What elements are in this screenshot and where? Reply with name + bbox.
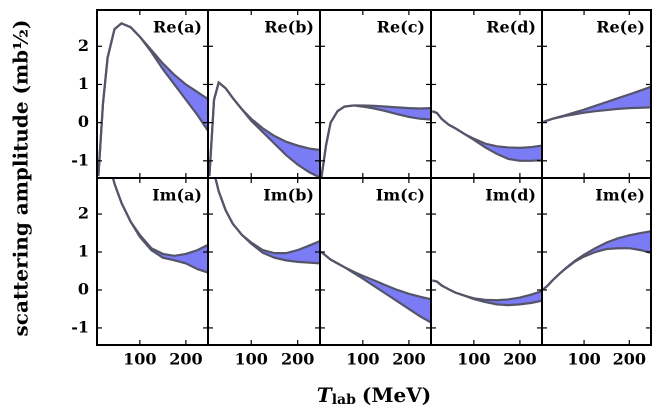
panel-label: Im(c) (376, 186, 425, 205)
panel (542, 230, 651, 291)
y-tick-label: 2 (78, 204, 89, 223)
y-tick-label: 1 (78, 242, 89, 261)
panel-label: Re(e) (596, 18, 645, 37)
y-tick-label: 0 (78, 112, 89, 131)
x-tick-label: 100 (567, 350, 600, 369)
x-tick-label: 100 (235, 350, 268, 369)
panel-label: Re(c) (377, 18, 425, 37)
x-axis-unit: (MeV) (362, 383, 431, 407)
band-upper-line (431, 110, 542, 149)
x-axis-label: Tlab (MeV) (317, 383, 431, 409)
y-axis-label: scattering amplitude (mb½) (9, 20, 33, 337)
x-tick-label: 200 (613, 350, 646, 369)
panel-label: Im(a) (152, 186, 202, 205)
x-tick-label: 200 (503, 350, 536, 369)
panel (432, 279, 542, 307)
y-tick-label: 2 (78, 36, 89, 55)
band-lower-line (320, 251, 431, 324)
y-tick-label: -1 (71, 317, 89, 336)
band-lower-line (214, 178, 320, 265)
panel (320, 104, 431, 178)
panel-label: Im(d) (485, 186, 536, 205)
x-tick-label: 200 (281, 350, 314, 369)
band-fill (98, 23, 208, 177)
panel (208, 80, 320, 178)
panel-label: Im(e) (595, 186, 645, 205)
y-tick-label: -1 (71, 150, 89, 169)
band-lower-line (111, 178, 208, 274)
band-lower-line (432, 279, 542, 307)
panel (320, 251, 431, 324)
panel-label: Re(b) (264, 18, 314, 37)
band-fill (432, 111, 542, 161)
x-tick-label: 100 (123, 350, 156, 369)
x-tick-label: 200 (169, 350, 202, 369)
panel-label: Re(d) (486, 18, 536, 37)
panel (543, 85, 651, 123)
x-tick-label: 200 (392, 350, 425, 369)
panel-label: Re(a) (153, 18, 202, 37)
y-tick-label: 1 (78, 74, 89, 93)
band-lower-line (542, 247, 651, 291)
band-lower-line (543, 106, 651, 123)
x-axis-subscript: lab (332, 392, 356, 408)
band-fill (321, 105, 431, 178)
band-lower-line (320, 104, 431, 178)
band-lower-line (431, 110, 542, 162)
panel (431, 110, 542, 162)
band-fill (543, 231, 651, 290)
panel (97, 22, 208, 177)
panel (111, 178, 208, 274)
x-tick-label: 100 (346, 350, 379, 369)
band-upper-line (320, 251, 431, 301)
x-tick-label: 100 (457, 350, 490, 369)
y-tick-label: 0 (78, 279, 89, 298)
panel-label: Im(b) (263, 186, 314, 205)
band-fill (215, 178, 320, 264)
panel-frame (541, 177, 652, 346)
band-lower-line (97, 22, 208, 177)
x-axis-symbol: T (317, 383, 334, 407)
band-lower-line (208, 80, 320, 178)
panel (214, 178, 320, 265)
